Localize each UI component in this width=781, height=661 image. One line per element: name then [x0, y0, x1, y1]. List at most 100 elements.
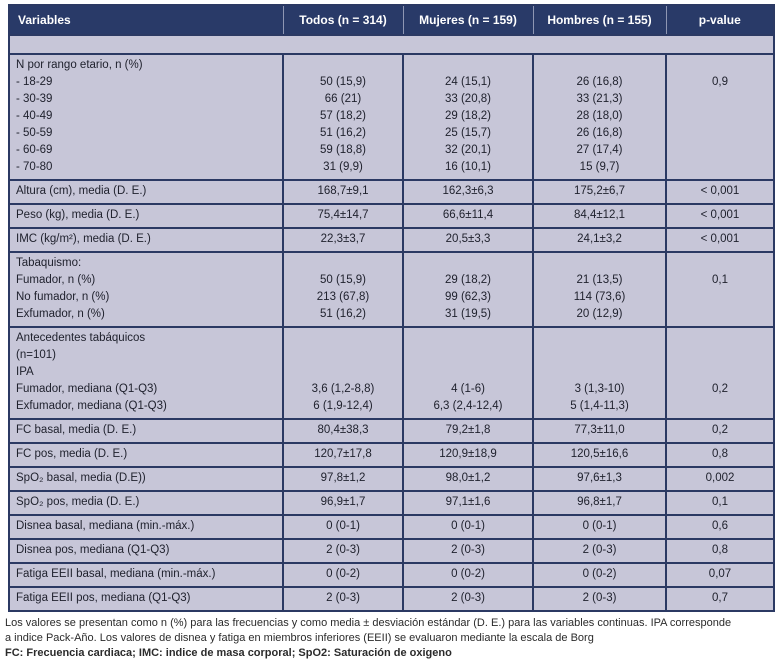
cell-line: 32 (20,1) — [444, 144, 492, 156]
table-row: Antecedentes tabáquicos (n=101) IPA Fumador… — [8, 326, 775, 420]
cell-line: - 30-39 — [16, 93, 53, 105]
spacer-cell — [8, 34, 775, 55]
cell-line: 50 (15,9) — [319, 274, 367, 286]
cell-line: 3 (1,3-10) — [574, 383, 625, 395]
table-header: Variables Todos (n = 314) Mujeres (n = 159… — [9, 5, 774, 35]
cell-line — [538, 347, 661, 364]
cell-mujeres: 98,0±1,2 — [402, 466, 534, 492]
cell-line: 21 (13,5) — [576, 274, 623, 286]
cell-hombres: 21 (13,5) 114 (73,6) 20 (12,9) — [532, 251, 667, 328]
table-row: IMC (kg/m²), media (D. E.) 22,3±3,7 20,5±3… — [8, 227, 775, 253]
column-header-pvalue: p-value — [665, 5, 774, 35]
cell-hombres: 97,6±1,3 — [532, 466, 667, 492]
table-row: Disnea basal, mediana (min.-máx.) 0 (0-1)… — [8, 514, 775, 540]
cell-line: 31 (9,9) — [323, 161, 363, 173]
cell-line: 16 (10,1) — [444, 161, 492, 173]
cell-variables: IMC (kg/m²), media (D. E.) — [8, 227, 284, 253]
cell-hombres: 24,1±3,2 — [532, 227, 667, 253]
column-header-hombres: Hombres (n = 155) — [532, 5, 666, 35]
table-row: Disnea pos, mediana (Q1-Q3) 2 (0-3) 2 (0-3… — [8, 538, 775, 564]
column-header-todos: Todos (n = 314) — [282, 5, 403, 35]
cell-line — [408, 364, 528, 381]
cell-variables: SpO₂ basal, media (D.E)) — [8, 466, 284, 492]
cell-variables: Disnea basal, mediana (min.-máx.) — [8, 514, 284, 540]
cell-line — [671, 57, 769, 74]
cell-hombres: 2 (0-3) — [532, 586, 667, 612]
cell-line: 0,9 — [712, 76, 728, 88]
cell-line — [538, 364, 661, 381]
cell-mujeres: 2 (0-3) — [402, 538, 534, 564]
cell-hombres: 0 (0-2) — [532, 562, 667, 588]
cell-line: 27 (17,4) — [576, 144, 623, 156]
cell-variables: Fatiga EEII basal, mediana (min.-máx.) — [8, 562, 284, 588]
column-header-variables: Variables — [9, 5, 283, 35]
cell-line: No fumador, n (%) — [16, 291, 110, 303]
table-container: Variables Todos (n = 314) Mujeres (n = 159… — [8, 4, 775, 612]
cell-mujeres: 79,2±1,8 — [402, 418, 534, 444]
cell-line: 25 (15,7) — [444, 127, 492, 139]
cell-pvalue: 0,8 — [665, 538, 775, 564]
cell-line — [288, 255, 398, 272]
cell-line: IPA — [16, 366, 34, 378]
cell-todos: 0 (0-1) — [282, 514, 404, 540]
cell-todos: 0 (0-2) — [282, 562, 404, 588]
cell-line: N por rango etario, n (%) — [16, 59, 143, 71]
cell-line — [671, 330, 769, 347]
cell-line: 26 (16,8) — [576, 127, 623, 139]
cell-line — [408, 255, 528, 272]
cell-line — [288, 57, 398, 74]
cell-line: - 70-80 — [16, 161, 53, 173]
cell-todos: 22,3±3,7 — [282, 227, 404, 253]
cell-pvalue: 0,8 — [665, 442, 775, 468]
table-row: N por rango etario, n (%) - 18-29 - 30-39 -… — [8, 53, 775, 181]
cell-variables: FC basal, media (D. E.) — [8, 418, 284, 444]
cell-line: 0,1 — [712, 274, 728, 286]
cell-line: - 60-69 — [16, 144, 53, 156]
cell-variables: Fatiga EEII pos, mediana (Q1-Q3) — [8, 586, 284, 612]
cell-line: Tabaquismo: — [16, 257, 82, 269]
table-row: SpO₂ basal, media (D.E)) 97,8±1,2 98,0±1,2… — [8, 466, 775, 492]
cell-line: 6,3 (2,4-12,4) — [433, 400, 503, 412]
cell-line: Exfumador, n (%) — [16, 308, 105, 320]
cell-line: 59 (18,8) — [319, 144, 367, 156]
cell-hombres: 77,3±11,0 — [532, 418, 667, 444]
cell-pvalue: 0,2 — [665, 418, 775, 444]
cell-pvalue: 0,1 — [665, 490, 775, 516]
footnote-line-1: Los valores se presentan como n (%) para… — [5, 617, 732, 629]
header-row: Variables Todos (n = 314) Mujeres (n = 159… — [9, 5, 774, 35]
cell-line: 51 (16,2) — [319, 308, 367, 320]
cell-mujeres: 97,1±1,6 — [402, 490, 534, 516]
cell-mujeres: 66,6±11,4 — [402, 203, 534, 229]
cell-variables: FC pos, media (D. E.) — [8, 442, 284, 468]
cell-mujeres: 162,3±6,3 — [402, 179, 534, 205]
cell-line: 57 (18,2) — [319, 110, 367, 122]
cell-line — [538, 330, 661, 347]
cell-pvalue: 0,6 — [665, 514, 775, 540]
cell-line — [408, 330, 528, 347]
cell-mujeres: 2 (0-3) — [402, 586, 534, 612]
cell-line: 3,6 (1,2-8,8) — [311, 383, 375, 395]
cell-line: 28 (18,0) — [576, 110, 623, 122]
cell-hombres: 96,8±1,7 — [532, 490, 667, 516]
cell-mujeres: 120,9±18,9 — [402, 442, 534, 468]
cell-mujeres: 29 (18,2) 99 (62,3) 31 (19,5) — [402, 251, 534, 328]
table-row: Peso (kg), media (D. E.) 75,4±14,7 66,6±11… — [8, 203, 775, 229]
cell-line: 29 (18,2) — [444, 110, 492, 122]
cell-line: 99 (62,3) — [444, 291, 492, 303]
cell-line: 33 (20,8) — [444, 93, 492, 105]
cell-line: Fumador, n (%) — [16, 274, 96, 286]
cell-pvalue: 0,002 — [665, 466, 775, 492]
cell-pvalue: 0,1 — [665, 251, 775, 328]
table-row: Fatiga EEII basal, mediana (min.-máx.) 0 … — [8, 562, 775, 588]
cell-line: 31 (19,5) — [444, 308, 492, 320]
cell-line: Antecedentes tabáquicos — [16, 332, 146, 344]
cell-todos: 80,4±38,3 — [282, 418, 404, 444]
table-row: Fatiga EEII pos, mediana (Q1-Q3) 2 (0-3) 2… — [8, 586, 775, 612]
cell-mujeres: 0 (0-2) — [402, 562, 534, 588]
cell-line — [288, 347, 398, 364]
table-row: FC basal, media (D. E.) 80,4±38,3 79,2±1,8… — [8, 418, 775, 444]
cell-todos: 50 (15,9) 66 (21) 57 (18,2) 51 (16,2) 59 (18… — [282, 53, 404, 181]
cell-variables: Peso (kg), media (D. E.) — [8, 203, 284, 229]
cell-todos: 96,9±1,7 — [282, 490, 404, 516]
cell-pvalue: 0,7 — [665, 586, 775, 612]
